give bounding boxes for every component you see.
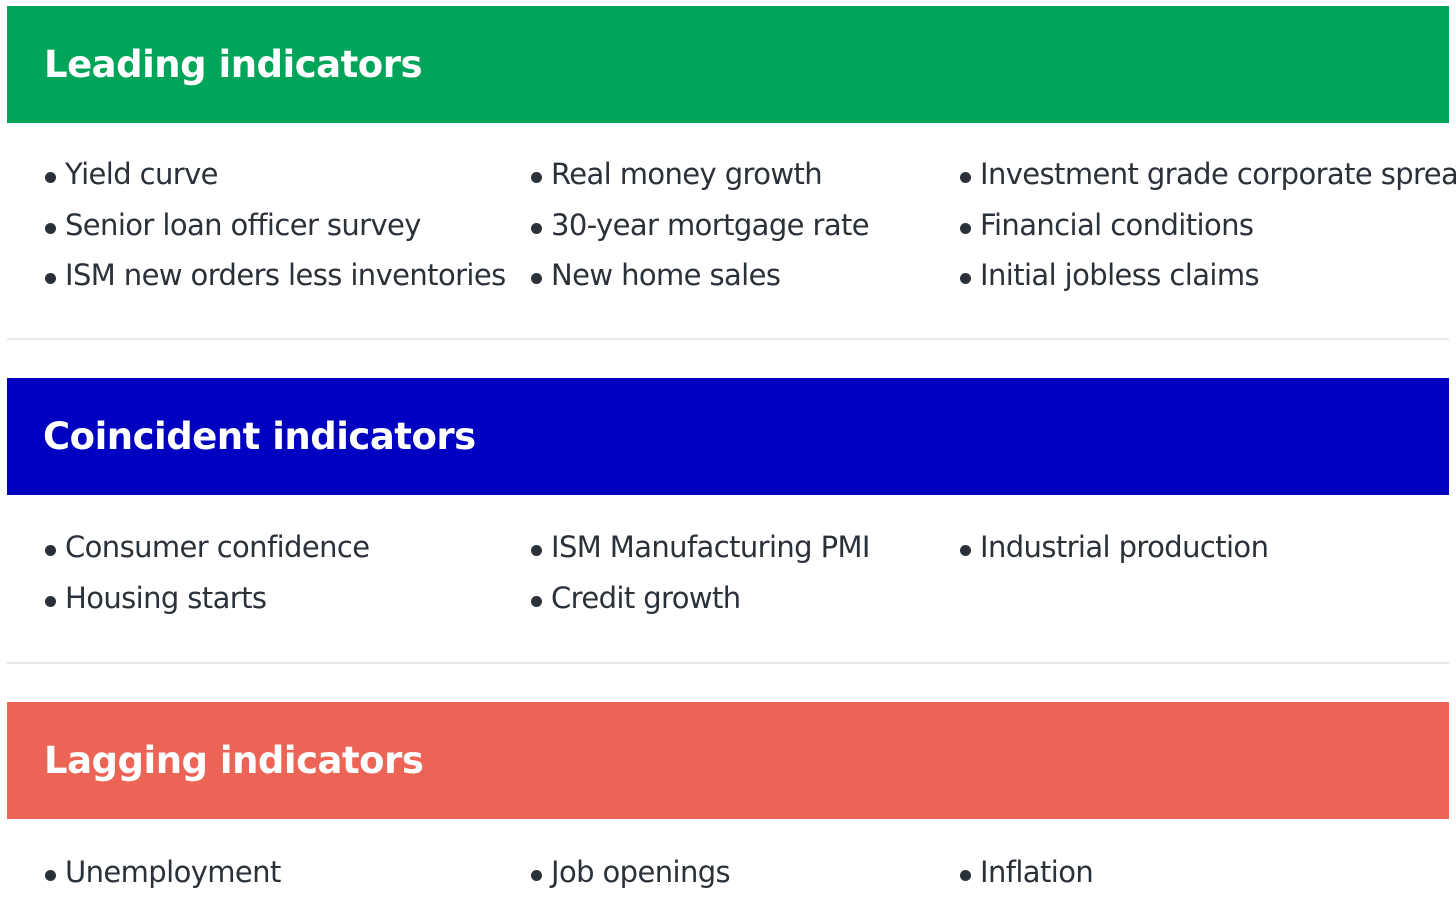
list-item: Consumer confidence	[45, 533, 370, 584]
list-item: Inflation	[960, 858, 1094, 909]
list-item: Yield curve	[45, 160, 506, 211]
lagging-list-col-2: Job openings	[531, 858, 731, 909]
list-item: Senior loan officer survey	[45, 210, 506, 262]
lagging-indicators-banner: Lagging indicators	[7, 702, 1449, 819]
list-item: ISM Manufacturing PMI	[531, 533, 870, 584]
coincident-list-col-1: Consumer confidence Housing starts	[45, 533, 370, 635]
list-item: Unemployment	[45, 858, 281, 909]
leading-list-col-3: Investment grade corporate spreads Finan…	[960, 160, 1456, 312]
lagging-list-col-3: Inflation	[960, 858, 1094, 909]
leading-list-col-2: Real money growth 30-year mortgage rate …	[531, 160, 870, 312]
list-item: 30-year mortgage rate	[531, 210, 870, 262]
coincident-list-col-3: Industrial production	[960, 533, 1269, 584]
list-item: Real money growth	[531, 160, 869, 211]
list-item: Credit growth	[531, 583, 870, 635]
coincident-list-col-2: ISM Manufacturing PMI Credit growth	[531, 533, 870, 634]
list-item: Initial jobless claims	[960, 261, 1456, 312]
list-item: Industrial production	[960, 533, 1269, 584]
list-item: Financial conditions	[960, 210, 1456, 262]
section-divider	[7, 662, 1449, 664]
leading-indicators-banner: Leading indicators	[7, 6, 1449, 123]
coincident-indicators-banner: Coincident indicators	[7, 378, 1449, 495]
section-divider	[7, 338, 1449, 340]
list-item: Investment grade corporate spreads	[960, 160, 1456, 211]
list-item: Job openings	[531, 858, 731, 909]
section-title: Coincident indicators	[43, 415, 476, 458]
section-title: Lagging indicators	[44, 739, 424, 782]
leading-list-col-1: Yield curve Senior loan officer survey I…	[45, 160, 506, 312]
section-title: Leading indicators	[44, 43, 422, 86]
lagging-list-col-1: Unemployment	[45, 858, 281, 909]
list-item: Housing starts	[45, 583, 369, 635]
list-item: New home sales	[531, 261, 869, 312]
list-item: ISM new orders less inventories	[45, 261, 506, 312]
